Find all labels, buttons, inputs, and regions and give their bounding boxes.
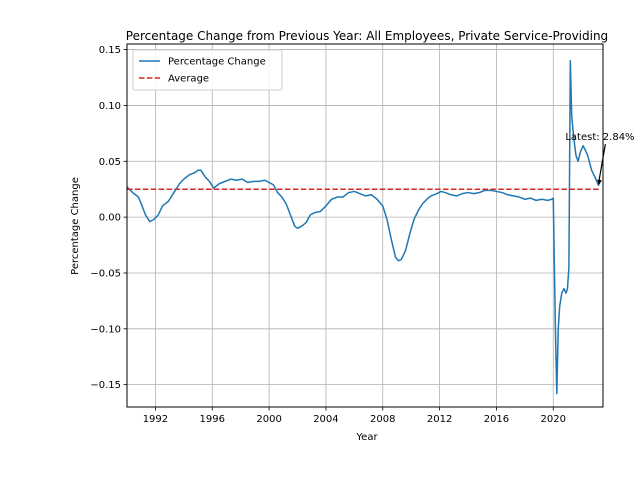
y-tick-label: 0.05 [99,157,121,168]
legend-label-percentage-change: Percentage Change [168,57,266,68]
x-tick-label: 2008 [370,414,395,425]
annotation-layer: Latest: 2.84% [565,132,635,186]
axes-layer: 1992 1996 2000 2004 2008 2012 2016 2020 −0.15 −0.… [90,45,566,425]
y-tick-label: −0.05 [90,268,121,279]
legend-label-average: Average [168,74,209,85]
series-layer [127,60,600,395]
y-tick-label: −0.10 [90,324,121,335]
x-tick-label: 2016 [484,414,509,425]
legend: Percentage Change Average [132,49,283,91]
y-tick-label: 0.00 [99,213,121,224]
y-tick-label: 0.10 [99,101,121,112]
plot-area-frame [126,43,604,408]
chart-title: Percentage Change from Previous Year: Al… [126,29,608,43]
x-tick-label: 1992 [143,414,168,425]
series-line-percentage-change [127,60,600,395]
annotation-arrow-shaft [598,144,606,183]
y-axis-label: Percentage Change [70,177,81,275]
annotation-arrow-head [597,179,602,186]
grid-lines [127,44,603,407]
y-tick-label: 0.15 [99,45,121,56]
y-tick-label: −0.15 [90,380,121,391]
legend-box [132,49,283,91]
x-tick-label: 2020 [541,414,566,425]
x-axis-label: Year [355,432,378,443]
x-tick-label: 2012 [427,414,452,425]
x-tick-label: 1996 [200,414,225,425]
x-tick-label: 2000 [256,414,281,425]
x-tick-label: 2004 [313,414,338,425]
latest-annotation-label: Latest: 2.84% [565,132,634,143]
